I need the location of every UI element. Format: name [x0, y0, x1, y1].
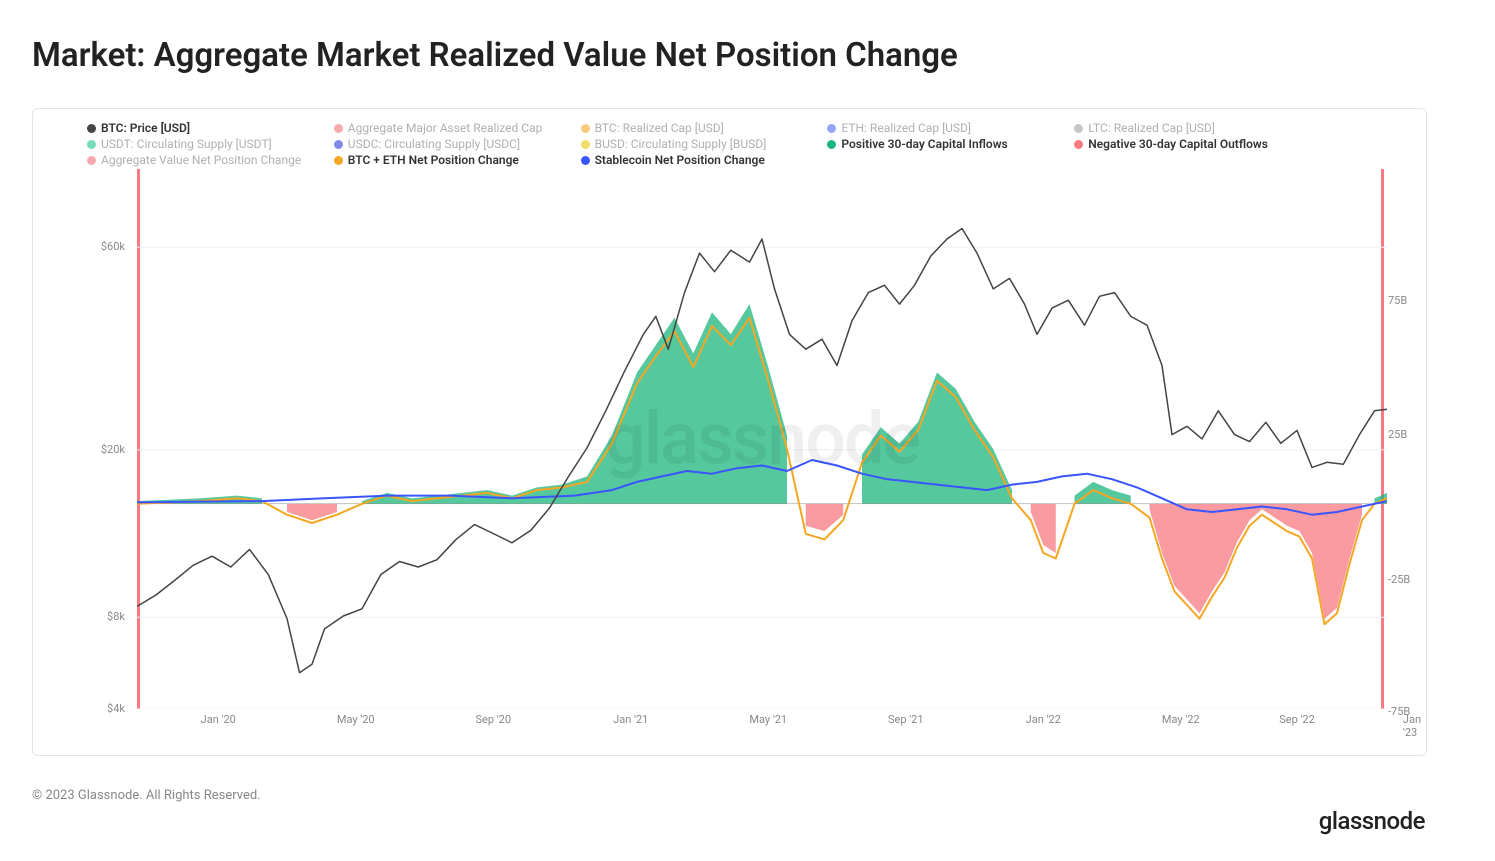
legend-label: BTC: Realized Cap [USD] — [595, 121, 724, 135]
legend-item[interactable]: Aggregate Major Asset Realized Cap — [334, 121, 581, 135]
legend-label: USDT: Circulating Supply [USDT] — [101, 137, 272, 151]
legend-label: Aggregate Value Net Position Change — [101, 153, 301, 167]
x-tick: May '21 — [749, 713, 787, 726]
brand-logo: glassnode — [1319, 807, 1425, 835]
legend-dot-icon — [334, 140, 343, 149]
legend-label: Aggregate Major Asset Realized Cap — [348, 121, 543, 135]
chart-svg — [137, 169, 1387, 709]
legend-dot-icon — [581, 140, 590, 149]
x-tick: Jan '21 — [613, 713, 648, 726]
legend-dot-icon — [87, 124, 96, 133]
x-tick: Sep '22 — [1279, 713, 1315, 726]
legend-dot-icon — [1074, 124, 1083, 133]
legend-item[interactable]: BTC + ETH Net Position Change — [334, 153, 581, 167]
y-axis-right: 75B25B-25B-75B — [1382, 169, 1426, 709]
legend-label: BTC + ETH Net Position Change — [348, 153, 519, 167]
y-tick-right: 25B — [1388, 428, 1407, 441]
footer-copyright: © 2023 Glassnode. All Rights Reserved. — [32, 788, 261, 803]
legend-label: ETH: Realized Cap [USD] — [841, 121, 971, 135]
legend-label: Negative 30-day Capital Outflows — [1088, 137, 1268, 151]
legend-dot-icon — [334, 124, 343, 133]
legend-item[interactable]: LTC: Realized Cap [USD] — [1074, 121, 1321, 135]
legend-dot-icon — [827, 140, 836, 149]
x-tick: Jan '20 — [201, 713, 236, 726]
legend-item[interactable]: USDC: Circulating Supply [USDC] — [334, 137, 581, 151]
x-tick: May '22 — [1162, 713, 1200, 726]
legend-dot-icon — [581, 156, 590, 165]
legend-item[interactable]: ETH: Realized Cap [USD] — [827, 121, 1074, 135]
legend-item[interactable]: Stablecoin Net Position Change — [581, 153, 828, 167]
y-tick-right: -25B — [1388, 573, 1410, 586]
legend-dot-icon — [87, 140, 96, 149]
legend-item[interactable]: USDT: Circulating Supply [USDT] — [87, 137, 334, 151]
positive-inflow-area — [362, 304, 787, 504]
legend-dot-icon — [87, 156, 96, 165]
legend-label: BTC: Price [USD] — [101, 121, 190, 135]
legend-dot-icon — [827, 124, 836, 133]
legend-item[interactable]: Negative 30-day Capital Outflows — [1074, 137, 1321, 151]
x-axis: Jan '20 May '20 Sep '20 Jan '21 May '21 Sep '… — [137, 713, 1387, 743]
legend-item[interactable]: Aggregate Value Net Position Change — [87, 153, 334, 167]
y-tick-left: $20k — [101, 443, 125, 456]
plot-area: glassnode — [137, 169, 1387, 709]
y-tick-left: $60k — [101, 240, 125, 253]
x-tick: Jan '22 — [1026, 713, 1061, 726]
x-tick: Sep '21 — [888, 713, 924, 726]
legend-label: Stablecoin Net Position Change — [595, 153, 765, 167]
y-tick-left: $8k — [107, 610, 125, 623]
legend-dot-icon — [1074, 140, 1083, 149]
legend-label: USDC: Circulating Supply [USDC] — [348, 137, 520, 151]
legend-item[interactable]: BTC: Price [USD] — [87, 121, 334, 135]
legend-item[interactable]: BTC: Realized Cap [USD] — [581, 121, 828, 135]
y-tick-left: $4k — [107, 702, 125, 715]
legend-item[interactable]: BUSD: Circulating Supply [BUSD] — [581, 137, 828, 151]
chart-panel: BTC: Price [USD] Aggregate Major Asset Re… — [32, 108, 1427, 756]
legend-item[interactable]: Positive 30-day Capital Inflows — [827, 137, 1074, 151]
legend-dot-icon — [334, 156, 343, 165]
legend-label: LTC: Realized Cap [USD] — [1088, 121, 1215, 135]
y-tick-right: 75B — [1388, 294, 1407, 307]
legend-dot-icon — [581, 124, 590, 133]
x-tick: Sep '20 — [475, 713, 511, 726]
page-title: Market: Aggregate Market Realized Value … — [32, 36, 958, 75]
legend-label: BUSD: Circulating Supply [BUSD] — [595, 137, 767, 151]
x-tick: May '20 — [337, 713, 375, 726]
x-tick: Jan '23 — [1403, 713, 1421, 739]
chart-legend: BTC: Price [USD] Aggregate Major Asset Re… — [87, 121, 1386, 167]
y-axis-left: $60k$20k$8k$4k — [33, 169, 133, 709]
legend-label: Positive 30-day Capital Inflows — [841, 137, 1007, 151]
